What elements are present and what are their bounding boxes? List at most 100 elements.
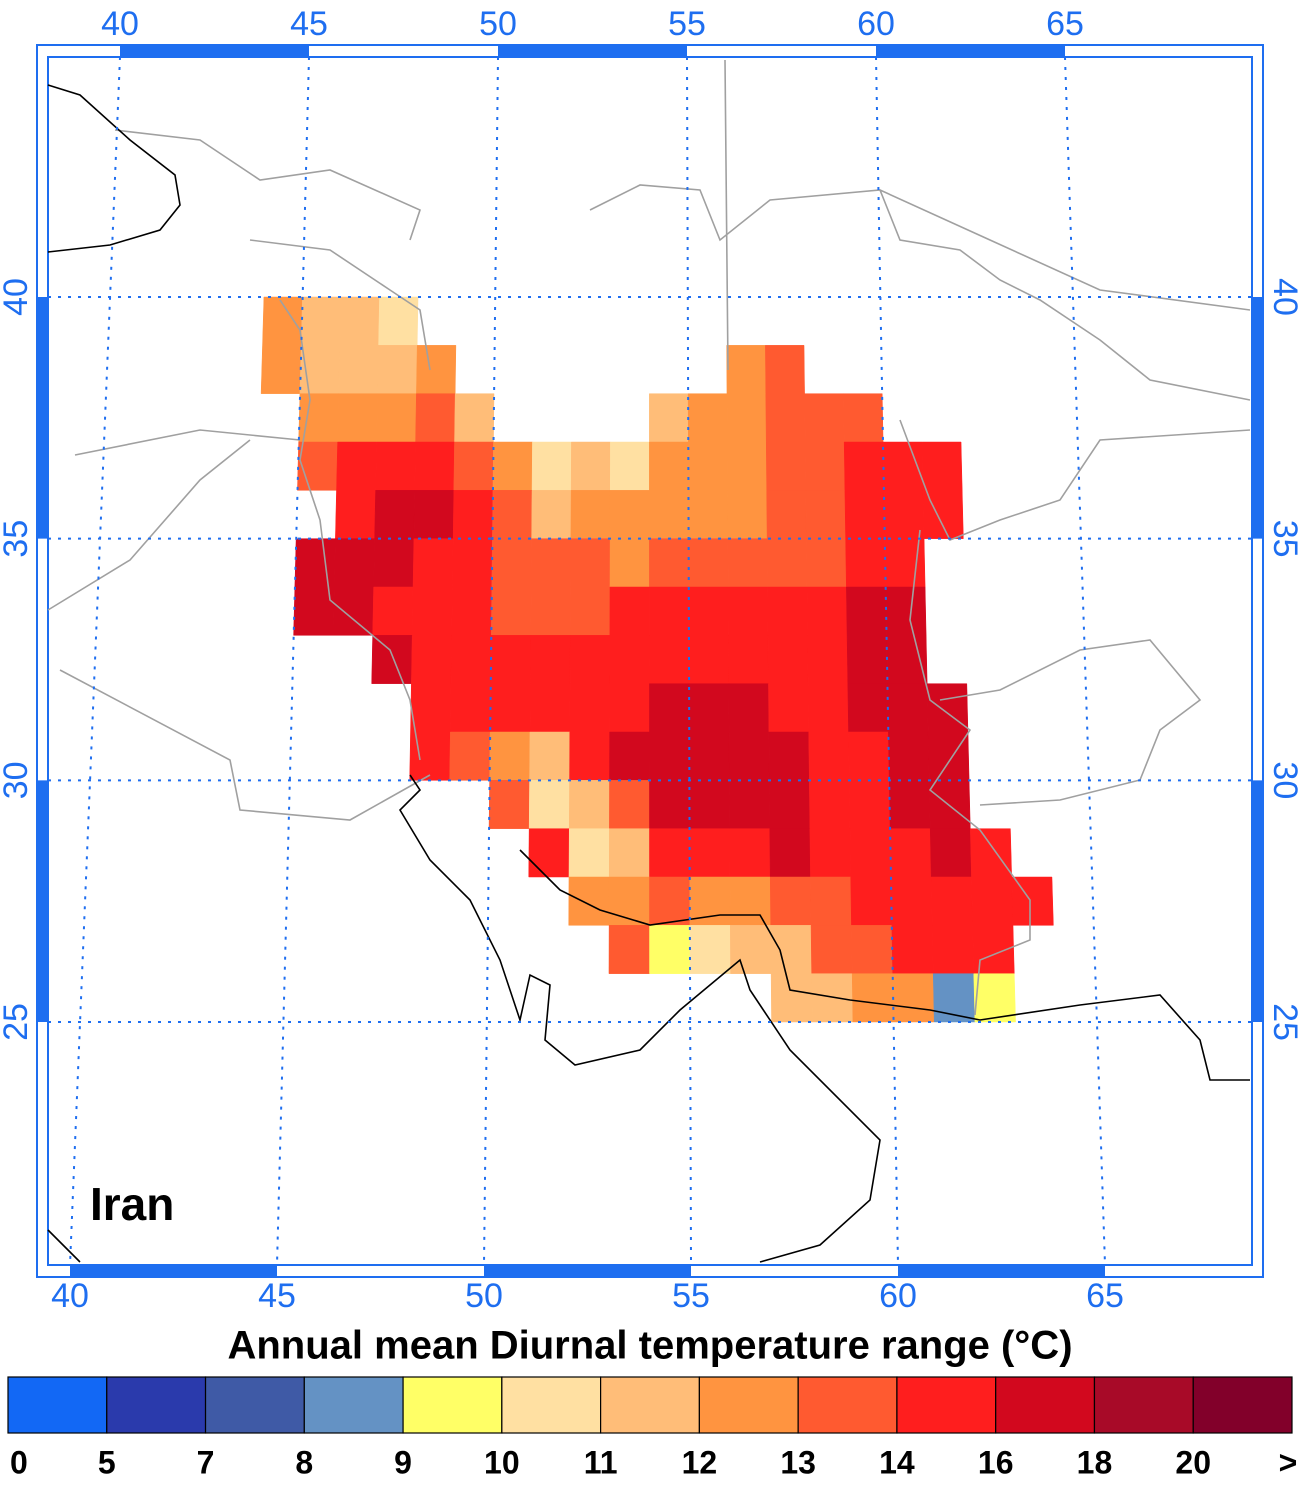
grid-cell [850,876,893,926]
grid-cell [530,586,571,636]
grid-cell [297,441,338,491]
tick-labels: 40 40 45 45 50 50 55 55 60 60 65 65 40 40 35 35 30 30 25 25 [0,5,1300,1315]
grid-cell [570,441,611,491]
grid-cell [649,635,690,684]
colorbar-box [204,1376,305,1434]
graticule [37,45,1263,1277]
grid-cell [452,538,493,588]
grid-cell [769,828,811,878]
colorbar-box [600,1376,700,1434]
grid-cell [846,586,887,636]
grid-cell [765,393,806,443]
lon-grid-line [276,56,310,1266]
grid-cell [727,586,769,636]
grid-cell [449,731,491,781]
grid-cell [411,635,452,684]
grid-cell [529,731,571,781]
grid-cell [769,876,812,926]
grid-cell [337,393,378,443]
grid-cell [570,538,611,588]
grid-cell [970,828,1012,878]
lon-label-top: 55 [668,5,706,43]
grid-cell [767,586,808,636]
colorbar-box [995,1376,1096,1434]
grid-cell [888,731,930,781]
grid-cell [766,490,807,539]
grid-cell [649,586,690,636]
grid-cell [490,635,532,684]
colorbar-label: 10 [484,1444,520,1480]
grid-cell [609,780,650,829]
grid-cell [608,925,650,974]
colorbar-label: 5 [98,1444,116,1480]
grid-cell [649,828,690,878]
grid-cell [609,683,650,733]
grid-cell [453,441,494,491]
borders [47,59,1251,1016]
grid-cell [766,538,808,588]
grid-cell [804,441,846,491]
grid-cell [971,876,1014,926]
grid-cell [450,635,492,684]
grid-cell [848,731,890,781]
grid-cell [931,925,975,974]
grid-cell [569,731,610,781]
lon-label-bottom: 45 [258,1277,296,1315]
grid-cell [529,683,571,733]
grid-cell [609,635,650,684]
colorbar-box [1093,1376,1194,1434]
grid-cell [843,441,885,491]
grid-cell [921,441,963,491]
grid-cell [415,393,456,443]
grid-cell [454,393,495,443]
grid-cell [336,441,377,491]
grid-cell [806,538,847,588]
grid-cell [726,345,767,394]
grid-cell [810,925,853,974]
grid-cell [371,635,413,684]
grid-cell [491,586,532,636]
lat-label-left: 25 [0,1003,35,1041]
lon-label-bottom: 40 [51,1277,89,1315]
lon-grid-line [875,56,899,1266]
grid-cell [729,876,771,926]
grid-cell [372,586,414,636]
grid-cell [488,780,530,829]
grid-cell [892,973,935,1023]
colorbar-box [698,1376,799,1434]
grid-cell [688,683,730,733]
colorbar-label: 9 [394,1444,412,1480]
lon-label-top: 45 [290,5,328,43]
grid-cell [886,635,928,684]
grid-cell [649,876,691,926]
grid-cell [530,635,571,684]
lat-label-right: 35 [1266,520,1300,558]
grid-cell [608,828,650,878]
grid-cell [687,393,728,443]
grid-cell [450,683,491,733]
colorbar-label: 14 [879,1444,915,1480]
grid-cell [688,490,729,539]
grid-cell [808,731,850,781]
lon-grid-line [1064,56,1106,1266]
grid-cell [888,780,931,829]
grid-cell [609,490,650,539]
lon-label-top: 65 [1046,5,1084,43]
colorbar-overflow-label: > [1279,1444,1298,1480]
grid-cell [332,586,374,636]
grid-cell [333,538,375,588]
grid-cell [806,586,848,636]
grid-cell [531,490,572,539]
grid-cell [293,586,335,636]
colorbar-box [501,1376,602,1434]
grid-cell [339,296,380,346]
grid-cell [531,441,572,491]
grid-cell [689,780,730,829]
grid-cell [844,490,886,539]
lon-label-bottom: 50 [465,1277,503,1315]
grid-cell [492,490,533,539]
grid-cell [376,393,417,443]
colorbar-box [402,1376,503,1434]
grid-cell [767,635,809,684]
